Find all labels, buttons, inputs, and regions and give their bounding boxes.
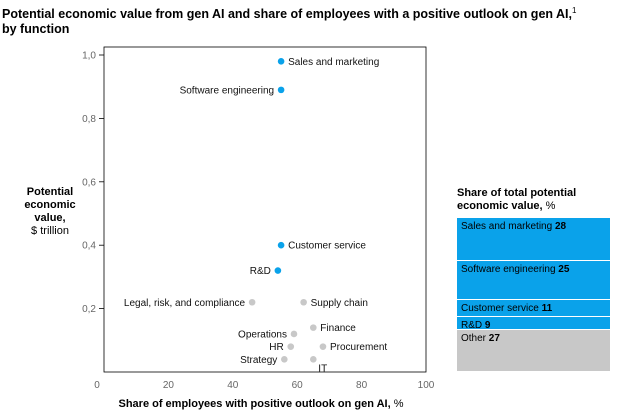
- data-point: [281, 356, 288, 363]
- stack-segment: Customer service 11: [457, 299, 610, 317]
- stack-segment: Software engineering 25: [457, 261, 610, 300]
- point-label: Supply chain: [311, 298, 368, 309]
- stack-segment-value: 27: [488, 333, 500, 345]
- stack-segment-value: 28: [554, 221, 567, 232]
- stack-segment: Sales and marketing 28: [457, 218, 610, 262]
- stack-segment-value: 11: [541, 302, 553, 314]
- x-tick-label: 80: [356, 380, 368, 391]
- x-axis-label-title: Share of employees with positive outlook…: [118, 398, 391, 410]
- stack-segment-label: Sales and marketing: [461, 221, 555, 232]
- stack-segment-value: 9: [484, 319, 491, 331]
- x-tick-label: 40: [227, 380, 239, 391]
- stack-segment-label: Customer service: [461, 302, 542, 314]
- stack-title: Share of total potential economic value,…: [457, 187, 627, 213]
- share-stacked-bar: Sales and marketing 28 Software engineeri…: [457, 218, 610, 372]
- y-tick-label: 0,2: [82, 304, 96, 315]
- x-tick-label: 0: [94, 380, 100, 391]
- point-label: Strategy: [240, 355, 277, 366]
- y-axis-label-title: Potential economic value,: [24, 186, 76, 224]
- y-axis-label: Potential economic value, $ trillion: [8, 186, 92, 238]
- stack-segment-label: R&D: [461, 319, 485, 331]
- x-axis-label-unit: %: [390, 398, 404, 410]
- point-label: R&D: [250, 266, 271, 277]
- data-point: [248, 298, 256, 306]
- stack-title-text: Share of total potential economic value,: [457, 187, 577, 212]
- point-label: Legal, risk, and compliance: [124, 298, 246, 309]
- y-tick-label: 1,0: [82, 51, 96, 62]
- data-point: [287, 343, 295, 350]
- chart-title: Potential economic value from gen AI and…: [2, 3, 630, 37]
- data-point: [277, 241, 285, 249]
- point-label: Customer service: [288, 241, 366, 252]
- footnote-marker: 1: [572, 6, 577, 15]
- x-axis-label: Share of employees with positive outlook…: [96, 398, 426, 410]
- data-point: [300, 298, 307, 306]
- data-point: [277, 58, 285, 65]
- x-tick-label: 60: [292, 380, 304, 391]
- point-label: Operations: [238, 329, 287, 340]
- stack-segment-value: 25: [558, 264, 570, 276]
- y-axis-label-unit: $ trillion: [31, 225, 69, 237]
- stack-segment-label: Software engineering: [461, 264, 559, 276]
- y-tick-label: 0,6: [82, 177, 96, 188]
- chart-title-line1: Potential economic value from gen AI and…: [2, 7, 573, 22]
- data-point: [290, 330, 298, 338]
- data-point: [274, 267, 282, 274]
- stack-segment: Other 27: [457, 330, 610, 372]
- point-label: HR: [269, 342, 283, 353]
- data-point: [310, 356, 317, 363]
- y-tick-label: 0,8: [82, 114, 96, 125]
- stack-title-unit: %: [542, 200, 556, 212]
- point-label: IT: [318, 363, 327, 374]
- point-label: Finance: [320, 323, 356, 334]
- x-tick-label: 20: [163, 380, 175, 391]
- x-tick-label: 100: [418, 380, 435, 391]
- point-label: Procurement: [330, 342, 387, 353]
- data-point: [277, 86, 285, 94]
- point-label: Sales and marketing: [288, 57, 379, 68]
- point-label: Software engineering: [180, 85, 275, 96]
- data-point: [310, 324, 317, 331]
- data-point: [319, 343, 327, 350]
- stack-segment: R&D 9: [457, 316, 610, 331]
- stack-segment-label: Other: [461, 333, 489, 345]
- chart-title-line2: by function: [2, 22, 70, 37]
- plot-frame: [103, 46, 427, 373]
- y-tick-label: 0,4: [82, 241, 96, 252]
